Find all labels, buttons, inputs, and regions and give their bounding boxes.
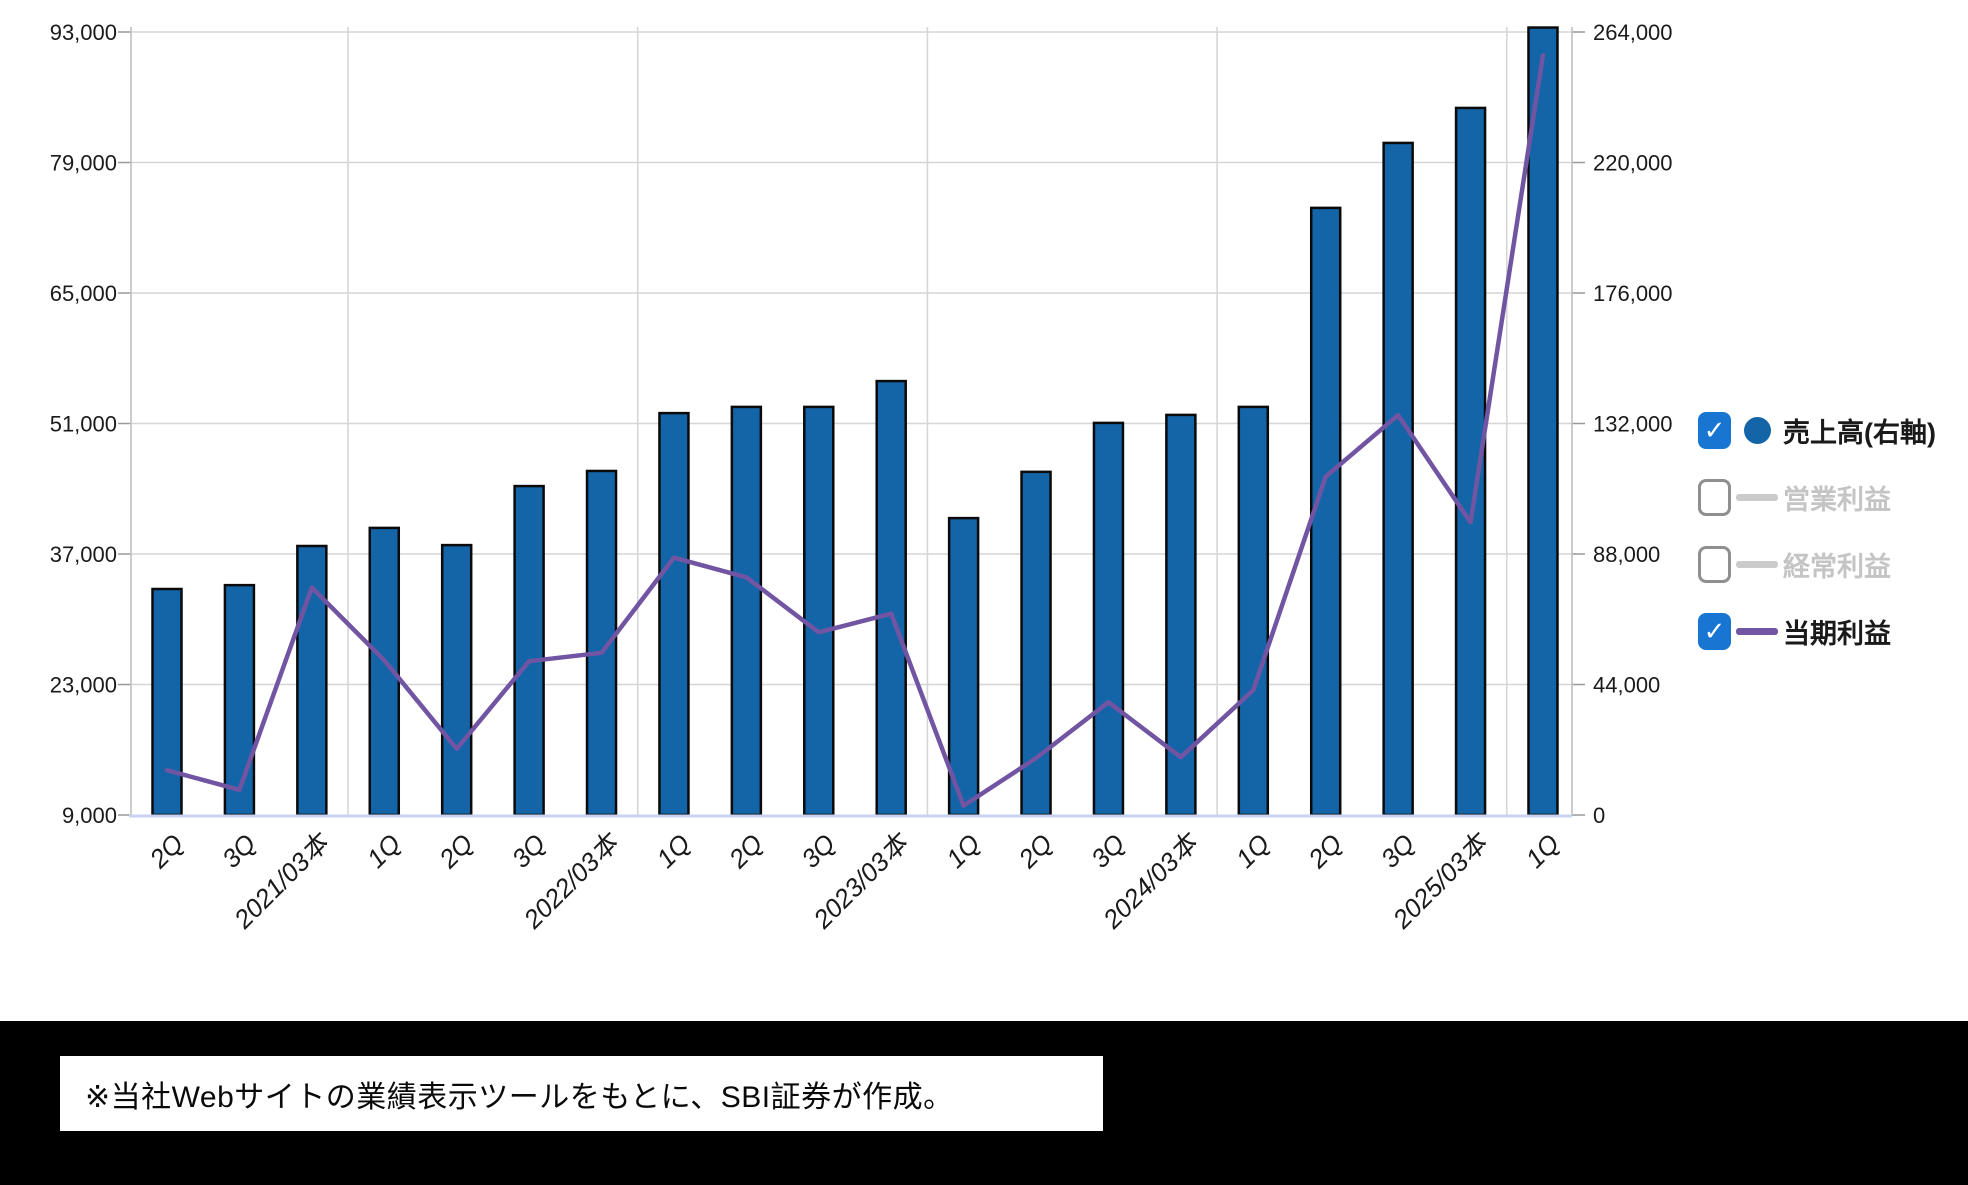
legend-label: 売上高(右軸) <box>1783 417 1936 448</box>
right-axis-tick-label: 88,000 <box>1593 542 1660 567</box>
right-axis-tick-label: 264,000 <box>1593 20 1673 45</box>
checkmark-icon: ✓ <box>1703 616 1726 646</box>
legend-marker-wrap <box>1731 560 1783 568</box>
revenue-bar <box>1382 141 1414 817</box>
legend-marker-wrap <box>1731 416 1783 444</box>
legend-item-1[interactable]: ✓ 売上高(右軸) <box>1698 408 1968 452</box>
revenue-bar <box>151 587 183 817</box>
right-axis-tick-label: 44,000 <box>1593 673 1660 698</box>
x-axis-category-label: 2Q <box>1302 828 1348 874</box>
x-axis-category-label: 2Q <box>1012 828 1058 874</box>
revenue-bar <box>730 405 763 817</box>
left-axis-tick-label: 51,000 <box>50 412 117 437</box>
x-axis-category-label: 1Q <box>1519 828 1565 874</box>
checked-checkbox[interactable]: ✓ <box>1698 411 1731 449</box>
x-axis-category-label: 3Q <box>1085 828 1131 874</box>
checked-checkbox[interactable]: ✓ <box>1698 612 1731 650</box>
left-axis-tick-label: 9,000 <box>62 803 117 828</box>
series-line-marker-icon <box>1736 493 1778 501</box>
x-axis-category-label: 2Q <box>143 828 189 874</box>
revenue-bar <box>658 411 690 817</box>
legend-label: 当期利益 <box>1783 618 1891 649</box>
legend-item-4[interactable]: ✓ 当期利益 <box>1698 609 1968 653</box>
left-axis-tick-label: 65,000 <box>50 281 117 306</box>
net-income-line <box>164 53 1546 808</box>
legend-marker-wrap <box>1731 493 1783 501</box>
x-axis-category-label: 1Q <box>940 828 986 874</box>
right-axis-tick-label: 0 <box>1593 803 1605 828</box>
right-axis-tick-label: 132,000 <box>1593 412 1673 437</box>
revenue-bar <box>803 405 835 817</box>
x-axis-category-label: 1Q <box>1230 828 1276 874</box>
caption-text: ※当社Webサイトの業績表示ツールをもとに、SBI証券が作成。 <box>85 1080 954 1114</box>
caption-box: ※当社Webサイトの業績表示ツールをもとに、SBI証券が作成。 <box>60 1056 1103 1131</box>
revenue-bar <box>1527 26 1559 817</box>
revenue-bar <box>1237 405 1270 817</box>
revenue-bar <box>223 583 256 817</box>
x-axis-category-label: 1Q <box>650 828 696 874</box>
x-axis-category-label: 2Q <box>432 828 478 874</box>
x-axis-category-label: 3Q <box>506 828 552 874</box>
left-axis-tick-label: 93,000 <box>50 20 117 45</box>
legend-item-2[interactable]: 営業利益 <box>1698 475 1968 519</box>
x-axis-category-label: 3Q <box>1375 828 1421 874</box>
x-axis-category-label: 3Q <box>795 828 841 874</box>
series-line-marker-icon <box>1736 627 1778 635</box>
left-axis-tick-label: 37,000 <box>50 542 117 567</box>
left-axis-tick-label: 79,000 <box>50 151 117 176</box>
series-circle-marker-icon <box>1743 416 1771 444</box>
chart-legend: ✓ 売上高(右軸) 営業利益経常利益 ✓ 当期利益 <box>1698 408 1968 676</box>
revenue-bar <box>1092 421 1125 817</box>
revenue-bar <box>875 379 907 817</box>
legend-marker-wrap <box>1731 627 1783 635</box>
x-axis-category-label: 2Q <box>722 828 768 874</box>
series-line-marker-icon <box>1736 560 1778 568</box>
unchecked-checkbox[interactable] <box>1698 545 1731 583</box>
left-axis-tick-label: 23,000 <box>50 673 117 698</box>
right-axis-tick-label: 176,000 <box>1593 281 1673 306</box>
unchecked-checkbox[interactable] <box>1698 478 1731 516</box>
revenue-bar <box>440 543 473 817</box>
bottom-black-band: ※当社Webサイトの業績表示ツールをもとに、SBI証券が作成。 <box>0 1021 1968 1185</box>
revenue-bar <box>947 516 980 817</box>
right-axis-tick-label: 220,000 <box>1593 151 1673 176</box>
legend-label: 経常利益 <box>1783 551 1891 582</box>
legend-item-3[interactable]: 経常利益 <box>1698 542 1968 586</box>
checkmark-icon: ✓ <box>1703 415 1726 445</box>
x-axis-category-label: 1Q <box>361 828 407 874</box>
legend-label: 営業利益 <box>1783 484 1891 515</box>
x-axis-category-label: 3Q <box>216 828 262 874</box>
revenue-bar <box>513 484 545 817</box>
performance-chart: 93,000 264,000 79,000 220,000 65,000 176,000 5… <box>50 20 1673 935</box>
